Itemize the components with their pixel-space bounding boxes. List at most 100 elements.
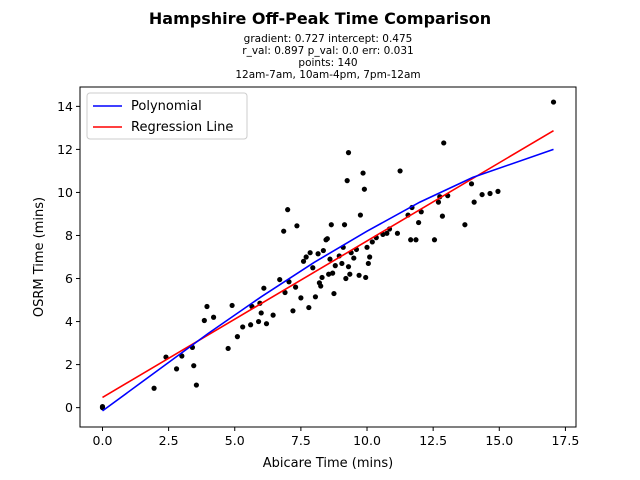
data-point xyxy=(324,236,330,242)
data-point xyxy=(345,264,352,270)
data-point xyxy=(468,181,475,187)
data-point xyxy=(204,303,210,310)
data-point xyxy=(234,334,240,340)
y-tick-label: 10 xyxy=(57,185,73,200)
plot-area xyxy=(99,99,557,412)
x-tick-label: 2.5 xyxy=(159,433,179,448)
data-point xyxy=(330,270,336,276)
data-point xyxy=(332,263,338,269)
data-point xyxy=(363,274,369,281)
data-point xyxy=(356,272,362,278)
legend-polynomial-label: Polynomial xyxy=(131,99,202,114)
data-point xyxy=(327,256,333,262)
data-point xyxy=(255,318,262,325)
data-point xyxy=(326,271,332,277)
data-point xyxy=(229,302,235,309)
data-point xyxy=(347,271,353,277)
data-point xyxy=(307,250,313,256)
data-point xyxy=(471,199,477,205)
data-point xyxy=(550,99,557,105)
data-point xyxy=(292,284,299,290)
legend-box xyxy=(86,92,248,140)
data-point xyxy=(320,247,326,254)
legend: Polynomial Regression Line xyxy=(86,92,248,140)
y-tick-label: 12 xyxy=(57,142,73,157)
x-tick-label: 12.5 xyxy=(419,433,447,448)
data-point xyxy=(413,237,419,243)
stats-line-1: gradient: 0.727 intercept: 0.475 xyxy=(244,33,413,45)
legend-regression-label: Regression Line xyxy=(131,120,233,135)
data-point xyxy=(357,212,364,218)
data-point xyxy=(360,170,366,176)
data-point xyxy=(431,237,438,243)
data-point xyxy=(310,265,316,271)
y-axis-label: OSRM Time (mins) xyxy=(32,197,47,317)
data-point xyxy=(339,260,345,267)
data-point xyxy=(210,314,217,320)
data-point xyxy=(369,239,375,245)
data-point xyxy=(225,345,231,352)
data-point xyxy=(303,254,309,260)
data-point xyxy=(408,237,414,243)
x-tick-label: 15.0 xyxy=(485,433,513,448)
data-point xyxy=(263,321,270,327)
chart-title: Hampshire Off-Peak Time Comparison xyxy=(149,9,491,28)
data-point xyxy=(193,382,199,388)
polynomial-line xyxy=(102,148,554,412)
regression-line xyxy=(102,129,554,399)
data-point xyxy=(312,294,319,300)
x-tick-label: 17.5 xyxy=(551,433,579,448)
data-point xyxy=(351,255,357,261)
stats-line-2: r_val: 0.897 p_val: 0.0 err: 0.031 xyxy=(242,45,413,57)
y-tick-label: 8 xyxy=(65,228,73,243)
data-point xyxy=(435,199,442,205)
data-point xyxy=(281,228,287,234)
y-tick-label: 6 xyxy=(65,271,73,286)
data-point xyxy=(441,140,447,146)
y-tick-label: 0 xyxy=(65,400,73,415)
data-point xyxy=(384,230,390,236)
data-point xyxy=(343,275,349,282)
y-tick-label: 2 xyxy=(65,357,73,372)
data-point xyxy=(487,190,493,197)
y-tick-label: 4 xyxy=(65,314,73,329)
data-point xyxy=(495,188,501,194)
data-point xyxy=(462,222,468,228)
data-point xyxy=(270,312,276,318)
x-tick-label: 7.5 xyxy=(291,433,311,448)
data-point xyxy=(282,289,288,296)
data-point xyxy=(151,385,157,391)
data-point xyxy=(319,274,325,281)
data-point xyxy=(394,230,401,236)
data-point xyxy=(240,324,246,330)
data-point xyxy=(364,244,370,250)
data-point xyxy=(300,258,307,264)
data-point xyxy=(306,304,312,311)
data-point xyxy=(173,366,180,372)
data-point xyxy=(397,168,403,174)
x-axis-label: Abicare Time (mins) xyxy=(263,456,393,471)
y-tick-label: 14 xyxy=(57,99,73,114)
data-point xyxy=(341,222,348,228)
data-point xyxy=(365,260,371,267)
data-point xyxy=(258,310,264,316)
data-point xyxy=(361,186,367,192)
data-point xyxy=(439,213,446,219)
data-point xyxy=(277,276,283,283)
stats-line-3: points: 140 xyxy=(298,57,357,69)
data-point xyxy=(416,219,422,226)
data-point xyxy=(331,290,337,297)
plot-frame xyxy=(79,86,577,428)
data-point xyxy=(99,403,106,410)
data-point xyxy=(285,207,291,213)
data-point xyxy=(367,254,373,260)
data-point xyxy=(479,191,485,198)
x-tick-label: 5.0 xyxy=(225,433,245,448)
data-point xyxy=(290,308,296,314)
data-point xyxy=(298,295,304,301)
data-point xyxy=(248,322,254,328)
data-point xyxy=(315,251,321,257)
data-point xyxy=(261,285,267,291)
data-point xyxy=(201,317,207,324)
